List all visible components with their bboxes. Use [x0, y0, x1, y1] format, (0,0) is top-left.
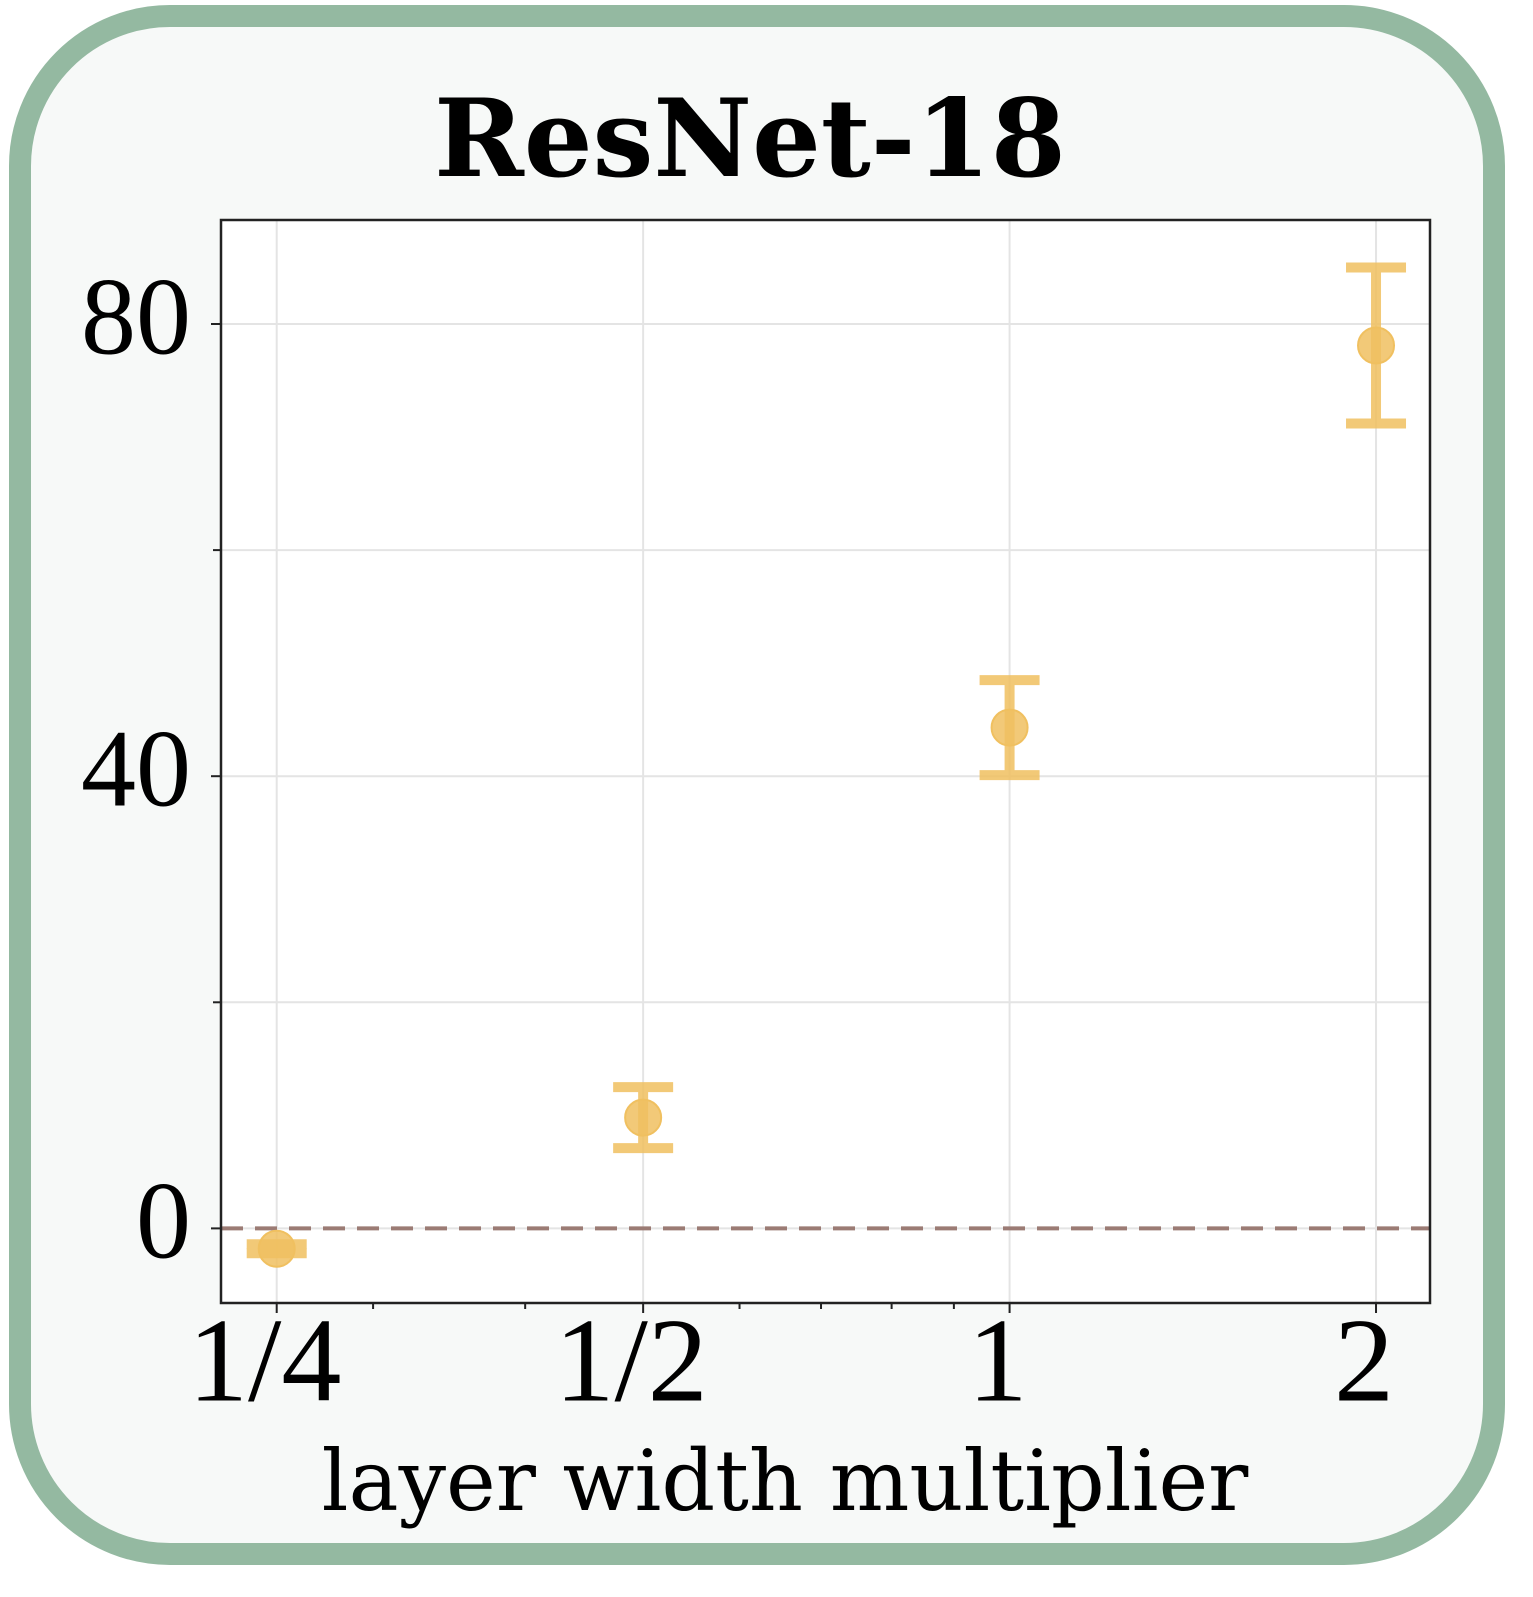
chart-title: ResNet-18 — [434, 76, 1066, 202]
point — [624, 1098, 663, 1137]
x-tick-label: 1/4 — [188, 1294, 341, 1427]
x-tick-label: 1 — [968, 1294, 1028, 1427]
plot-area — [221, 220, 1430, 1303]
point — [990, 708, 1029, 747]
axes-frame — [219, 218, 1432, 1305]
point — [257, 1229, 296, 1268]
y-tick-label: 0 — [136, 1160, 191, 1282]
x-tick-label: 2 — [1334, 1294, 1394, 1427]
y-tick-label: 40 — [81, 707, 191, 829]
y-tick-label: 80 — [81, 255, 191, 377]
point — [1357, 326, 1396, 365]
x-axis-label: layer width multiplier — [322, 1432, 1250, 1530]
x-tick-label: 1/2 — [554, 1294, 707, 1427]
